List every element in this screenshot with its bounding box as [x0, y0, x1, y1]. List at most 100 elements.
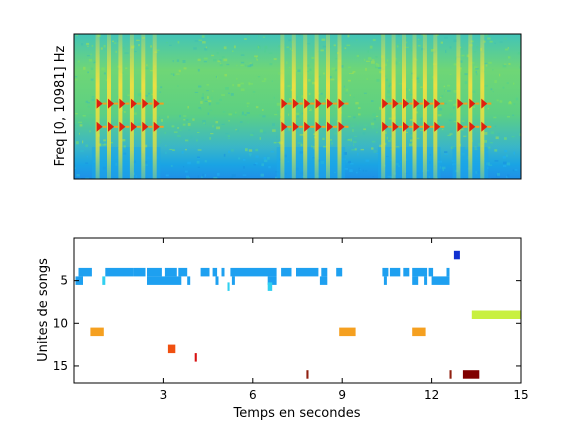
spectrogram-noise-cell: [484, 85, 488, 87]
spectrogram-noise-cell: [376, 125, 378, 129]
spectrogram-noise-cell: [190, 135, 193, 139]
spectrogram-noise-cell: [515, 97, 519, 101]
spectrogram-noise-cell: [323, 120, 325, 122]
spectrogram-noise-cell: [252, 91, 256, 93]
unit-segment: [383, 276, 387, 285]
spectrogram-noise-cell: [156, 49, 160, 51]
spectrogram-noise-cell: [440, 97, 442, 99]
spectrogram-noise-cell: [288, 39, 292, 42]
spectrogram-noise-cell: [197, 68, 200, 72]
unit-segment: [212, 267, 218, 277]
spectrogram-noise-cell: [231, 174, 236, 177]
spectrogram-noise-cell: [188, 118, 192, 121]
spectrogram-noise-cell: [404, 46, 409, 48]
spectrogram-noise-cell: [236, 129, 239, 132]
spectrogram-noise-cell: [255, 162, 258, 165]
spectrogram-noise-cell: [183, 115, 187, 117]
spectrogram-noise-cell: [137, 93, 141, 97]
spectrogram-noise-cell: [248, 82, 251, 86]
y-tick-label: 5: [60, 274, 68, 288]
spectrogram-noise-cell: [267, 156, 270, 160]
spectrogram-noise-cell: [165, 174, 169, 177]
spectrogram-noise-cell: [136, 39, 140, 41]
spectrogram-noise-cell: [132, 133, 137, 135]
spectrogram-noise-cell: [319, 92, 323, 95]
spectrogram-noise-cell: [216, 52, 219, 55]
spectrogram-noise-cell: [259, 137, 261, 140]
spectrogram-noise-cell: [300, 143, 303, 147]
spectrogram-noise-cell: [478, 143, 480, 146]
spectrogram-noise-cell: [341, 65, 344, 68]
spectrogram-noise-cell: [504, 137, 507, 140]
unit-segment: [382, 267, 389, 277]
spectrogram-noise-cell: [321, 123, 323, 126]
spectrogram-noise-cell: [417, 38, 420, 41]
spectrogram-noise-cell: [444, 151, 448, 153]
spectrogram-harmonic: [153, 121, 160, 132]
spectrogram-noise-cell: [493, 116, 497, 119]
spectrogram-noise-cell: [484, 131, 488, 135]
spectrogram-noise-cell: [158, 116, 160, 119]
spectrogram-noise-cell: [459, 60, 463, 63]
spectrogram-noise-cell: [201, 96, 204, 100]
spectrogram-noise-cell: [158, 140, 162, 144]
spectrogram-noise-cell: [297, 69, 301, 72]
spectrogram-noise-cell: [228, 120, 230, 122]
spectrogram-noise-cell: [206, 84, 210, 86]
spectrogram-noise-cell: [204, 122, 206, 125]
spectrogram-noise-cell: [228, 92, 230, 94]
spectrogram-noise-cell: [365, 170, 368, 172]
spectrogram-noise-cell: [347, 119, 352, 122]
spectrogram-noise-cell: [78, 121, 82, 124]
spectrogram-noise-cell: [157, 119, 160, 123]
spectrogram-noise-cell: [215, 102, 220, 105]
spectrogram-noise-cell: [151, 93, 153, 96]
spectrogram-noise-cell: [396, 44, 399, 48]
spectrogram-noise-cell: [507, 174, 510, 177]
spectrogram-noise-cell: [85, 177, 90, 179]
spectrogram-noise-cell: [202, 173, 205, 177]
spectrogram-noise-cell: [102, 144, 105, 146]
spectrogram-noise-cell: [219, 59, 222, 62]
spectrogram-noise-cell: [246, 112, 250, 114]
spectrogram-noise-cell: [248, 153, 252, 155]
spectrogram-noise-cell: [365, 159, 370, 162]
spectrogram-noise-cell: [262, 115, 266, 118]
spectrogram-noise-cell: [272, 129, 276, 132]
spectrogram-noise-cell: [185, 148, 187, 151]
spectrogram-noise-cell: [436, 117, 439, 119]
spectrogram-noise-cell: [450, 130, 453, 132]
spectrogram-noise-cell: [235, 111, 237, 114]
spectrogram-noise-cell: [176, 59, 180, 62]
spectrogram-noise-cell: [123, 47, 125, 49]
spectrogram-noise-cell: [228, 113, 232, 116]
spectrogram-noise-cell: [375, 152, 380, 154]
spectrogram-noise-cell: [87, 71, 89, 74]
spectrogram-noise-cell: [436, 119, 441, 122]
x-tick-label: 3: [160, 388, 168, 402]
spectrogram-noise-cell: [494, 42, 496, 44]
spectrogram-noise-cell: [386, 136, 388, 140]
spectrogram-noise-cell: [122, 71, 124, 74]
spectrogram-noise-cell: [276, 102, 281, 106]
spectrogram-noise-cell: [262, 131, 267, 134]
spectrogram-noise-cell: [196, 160, 200, 164]
spectrogram-noise-cell: [193, 47, 197, 50]
spectrogram-noise-cell: [359, 168, 361, 170]
spectrogram-noise-cell: [366, 78, 369, 80]
spectrogram-noise-cell: [269, 63, 273, 66]
spectrogram-noise-cell: [311, 56, 315, 60]
spectrogram-noise-cell: [261, 80, 266, 82]
spectrogram-noise-cell: [217, 60, 221, 63]
spectrogram-noise-cell: [344, 137, 348, 141]
spectrogram-noise-cell: [335, 51, 337, 55]
spectrogram-harmonic: [142, 98, 149, 109]
spectrogram-noise-cell: [264, 45, 268, 49]
spectrogram-noise-cell: [244, 38, 247, 40]
spectrogram-noise-cell: [506, 82, 509, 84]
spectrogram-noise-cell: [86, 42, 90, 46]
spectrogram-noise-cell: [353, 96, 355, 98]
spectrogram-noise-cell: [308, 108, 312, 111]
spectrogram-noise-cell: [286, 46, 290, 48]
spectrogram-noise-cell: [296, 96, 298, 99]
